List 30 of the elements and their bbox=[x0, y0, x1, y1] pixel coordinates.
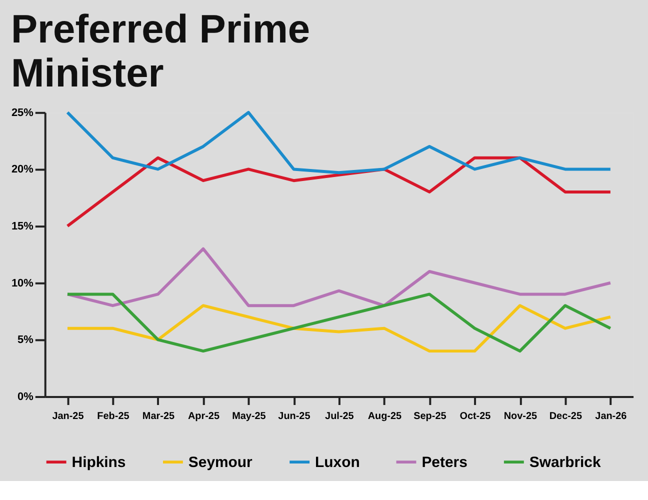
x-tick-label: Apr-25 bbox=[188, 410, 220, 422]
y-tick-label: 20% bbox=[11, 164, 34, 176]
x-tick-label: Aug-25 bbox=[368, 410, 402, 422]
legend-label: Peters bbox=[422, 454, 468, 472]
x-tick-label: Jan-26 bbox=[595, 410, 628, 422]
y-tick-label: 25% bbox=[11, 106, 34, 119]
line-series bbox=[66, 156, 612, 228]
line-series bbox=[66, 304, 612, 353]
chart-title: Preferred Prime Minister bbox=[10, 8, 310, 96]
x-tick-label: May-25 bbox=[232, 410, 266, 422]
legend-label: Seymour bbox=[188, 454, 253, 472]
y-tick-label: 10% bbox=[11, 277, 34, 290]
x-tick-label: Oct-25 bbox=[460, 410, 492, 422]
x-tick-label: Jun-25 bbox=[278, 410, 311, 422]
y-tick-label: 5% bbox=[18, 334, 34, 346]
x-tick-label: Jan-25 bbox=[52, 410, 84, 422]
x-tick-label: Dec-25 bbox=[549, 410, 582, 422]
line-series bbox=[66, 247, 612, 308]
y-tick-label: 15% bbox=[11, 220, 34, 233]
legend-label: Swarbrick bbox=[529, 454, 602, 472]
line-series bbox=[66, 292, 612, 353]
x-tick-label: Feb-25 bbox=[97, 410, 130, 422]
x-tick-label: Nov-25 bbox=[504, 410, 538, 422]
x-tick-label: Mar-25 bbox=[142, 410, 175, 422]
x-tick-label: Sep-25 bbox=[414, 410, 447, 422]
legend-label: Luxon bbox=[315, 454, 360, 472]
x-tick-label: Jul-25 bbox=[325, 410, 354, 422]
legend-label: Hipkins bbox=[72, 454, 126, 472]
line-series bbox=[66, 110, 612, 174]
y-tick-label: 0% bbox=[18, 391, 34, 404]
